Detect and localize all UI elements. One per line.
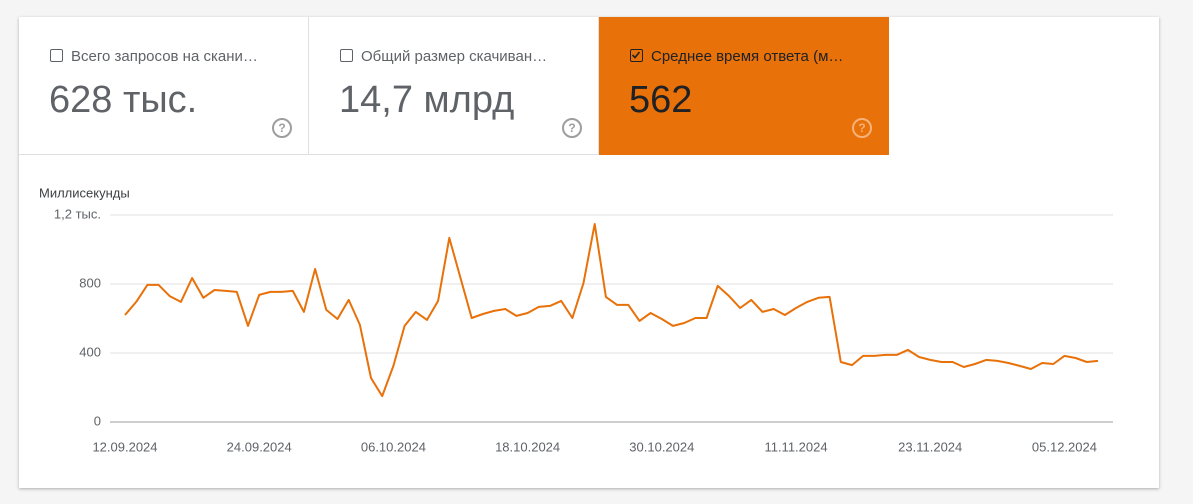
- checkbox[interactable]: [630, 49, 643, 62]
- x-tick-label: 11.11.2024: [764, 439, 827, 454]
- metric-tab[interactable]: Общий размер скачиван… 14,7 млрд?: [309, 17, 599, 155]
- help-icon[interactable]: ?: [562, 118, 582, 138]
- y-tick-label: 400: [79, 344, 101, 359]
- report-panel: Всего запросов на скани… 628 тыс.? Общий …: [19, 17, 1159, 488]
- x-tick-label: 30.10.2024: [629, 439, 694, 454]
- metric-tab[interactable]: Всего запросов на скани… 628 тыс.?: [19, 17, 309, 155]
- metric-label: Всего запросов на скани…: [71, 48, 258, 65]
- help-icon[interactable]: ?: [272, 118, 292, 138]
- x-tick-label: 05.12.2024: [1032, 439, 1097, 454]
- checkbox[interactable]: [50, 49, 63, 62]
- x-tick-label: 23.11.2024: [898, 439, 962, 454]
- y-axis-title: Миллисекунды: [39, 185, 130, 200]
- y-tick-label: 800: [79, 275, 101, 290]
- checkbox[interactable]: [340, 49, 353, 62]
- data-line: [124, 223, 1099, 398]
- chart: Миллисекунды 0 400 800 1,2 тыс. 12.09.2024 24…: [39, 185, 1113, 454]
- x-tick-label: 24.09.2024: [227, 439, 292, 454]
- metric-value: 628 тыс.: [49, 79, 198, 121]
- metric-value: 562: [629, 79, 693, 121]
- x-tick-label: 06.10.2024: [361, 439, 426, 454]
- metric-value: 14,7 млрд: [339, 79, 515, 121]
- help-icon[interactable]: ?: [852, 118, 872, 138]
- x-tick-label: 18.10.2024: [495, 439, 560, 454]
- metric-label: Среднее время ответа (м…: [651, 48, 844, 65]
- metric-tab[interactable]: Среднее время ответа (м… 562?: [599, 17, 889, 155]
- y-tick-label: 0: [94, 413, 101, 428]
- y-tick-label: 1,2 тыс.: [54, 206, 101, 221]
- x-tick-label: 12.09.2024: [92, 439, 157, 454]
- metric-label: Общий размер скачиван…: [361, 48, 548, 65]
- check-mark: [631, 51, 641, 59]
